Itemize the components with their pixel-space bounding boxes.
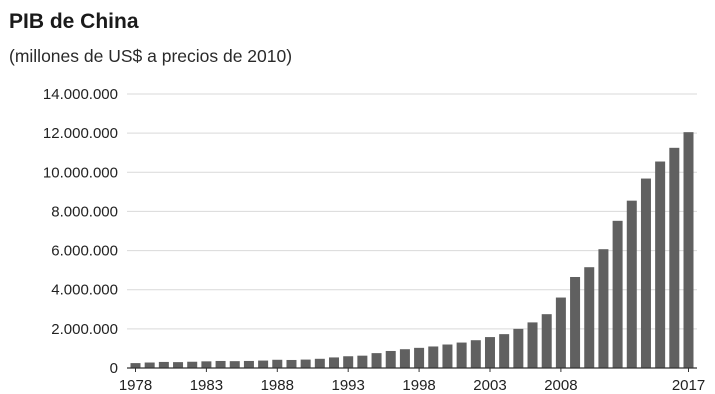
x-tick-label: 2003 (473, 377, 506, 394)
bar-1983 (201, 361, 212, 368)
bar-1996 (385, 350, 396, 368)
x-axis: 1978 1983 1988 1993 1998 2003 2008 2017 (119, 367, 705, 394)
y-tick-label: 4.000.000 (51, 282, 118, 299)
chart-subtitle: (millones de US$ a precios de 2010) (9, 46, 293, 66)
x-tick-label: 1983 (190, 377, 223, 394)
bar-2010 (584, 267, 595, 368)
bar-1978 (130, 363, 141, 368)
bar-2005 (513, 328, 524, 368)
bar-2016 (669, 147, 680, 368)
bar-1991 (314, 358, 325, 368)
bar-2000 (442, 344, 453, 368)
bar-2004 (499, 334, 510, 368)
bar-1981 (173, 362, 184, 368)
y-tick-label: 2.000.000 (51, 321, 118, 338)
bar-1992 (329, 357, 340, 368)
y-tick-label: 8.000.000 (51, 203, 118, 220)
bar-2013 (626, 200, 637, 368)
bar-1989 (286, 359, 297, 368)
bar-2015 (655, 161, 666, 368)
x-tick-label: 1998 (402, 377, 435, 394)
bar-1995 (371, 353, 382, 368)
bar-2009 (570, 276, 581, 368)
bar-1979 (144, 362, 155, 368)
bar-1985 (229, 361, 240, 368)
bar-1984 (215, 360, 226, 368)
bar-2007 (541, 314, 552, 368)
bar-1990 (300, 359, 311, 368)
bar-2017 (683, 132, 694, 368)
bar-2003 (484, 337, 495, 368)
bar-2011 (598, 249, 609, 368)
bar-1999 (428, 346, 439, 368)
y-tick-label: 6.000.000 (51, 243, 118, 260)
bar-1980 (158, 361, 169, 368)
y-tick-label: 0 (110, 360, 118, 377)
bar-1994 (357, 355, 368, 368)
bar-1998 (414, 347, 425, 368)
chart-title: PIB de China (9, 10, 139, 33)
y-axis: 0 2.000.000 4.000.000 6.000.000 8.000.000 10.… (43, 86, 118, 377)
y-tick-label: 14.000.000 (43, 86, 118, 103)
x-tick-label: 2008 (544, 377, 577, 394)
bar-1987 (258, 360, 269, 368)
bar-2006 (527, 322, 538, 368)
bar-1993 (343, 356, 354, 368)
bar-1986 (243, 360, 254, 368)
x-tick-label: 1988 (261, 377, 294, 394)
bar-2014 (640, 178, 651, 368)
bar-1988 (272, 359, 283, 368)
bar-1982 (187, 361, 198, 368)
bars (130, 132, 694, 368)
x-tick-label: 1978 (119, 377, 152, 394)
y-tick-label: 10.000.000 (43, 164, 118, 181)
bar-2001 (456, 342, 467, 368)
x-tick-label: 2017 (672, 377, 705, 394)
y-tick-label: 12.000.000 (43, 125, 118, 142)
x-tick-label: 1993 (332, 377, 365, 394)
bar-2008 (555, 297, 566, 368)
gridlines (127, 93, 697, 330)
bar-2002 (470, 340, 481, 368)
bar-1997 (399, 349, 410, 368)
bar-2012 (612, 220, 623, 368)
